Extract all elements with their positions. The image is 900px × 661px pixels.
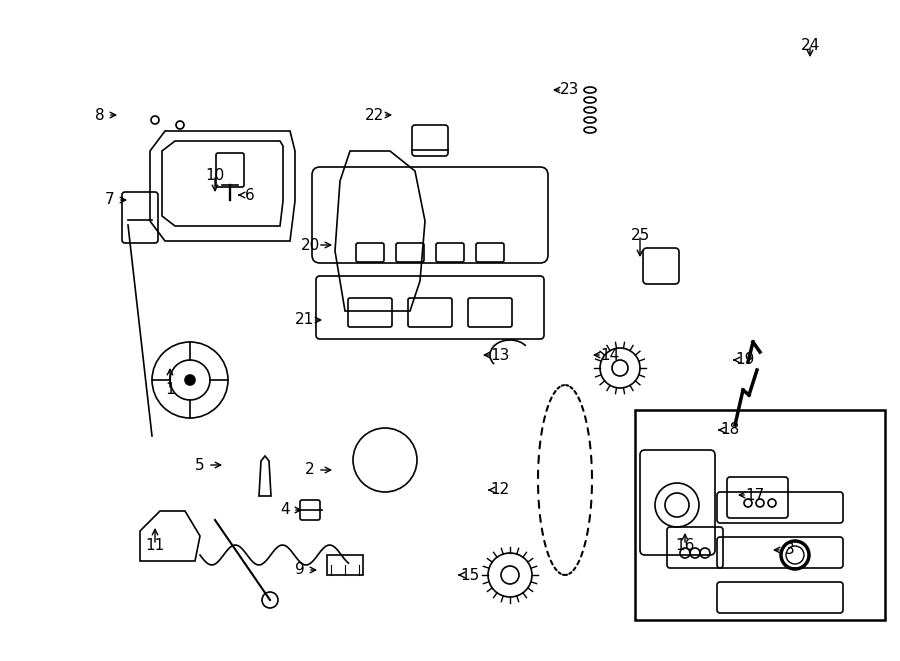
Text: 6: 6	[245, 188, 255, 202]
Text: 4: 4	[280, 502, 290, 518]
Text: 24: 24	[800, 38, 820, 52]
Text: 1: 1	[166, 383, 175, 397]
Text: 23: 23	[561, 83, 580, 98]
Text: 7: 7	[105, 192, 115, 208]
Text: 8: 8	[95, 108, 104, 122]
Bar	[635, 410, 885, 620]
Text: 9: 9	[295, 563, 305, 578]
Text: 25: 25	[630, 227, 650, 243]
Text: 16: 16	[675, 537, 695, 553]
Text: 14: 14	[600, 348, 619, 362]
Text: 20: 20	[301, 237, 320, 253]
Text: 19: 19	[735, 352, 755, 368]
Circle shape	[185, 375, 195, 385]
Text: 2: 2	[305, 463, 315, 477]
Text: 12: 12	[491, 483, 509, 498]
Text: 21: 21	[295, 313, 315, 327]
Text: 13: 13	[491, 348, 509, 362]
Text: 3: 3	[785, 543, 795, 557]
Text: 17: 17	[745, 488, 765, 502]
Text: 10: 10	[205, 167, 225, 182]
Text: 11: 11	[146, 537, 165, 553]
Text: 18: 18	[720, 422, 740, 438]
Text: 15: 15	[461, 568, 480, 582]
Text: 5: 5	[195, 457, 205, 473]
Text: 22: 22	[365, 108, 384, 122]
Bar	[327, 555, 363, 575]
